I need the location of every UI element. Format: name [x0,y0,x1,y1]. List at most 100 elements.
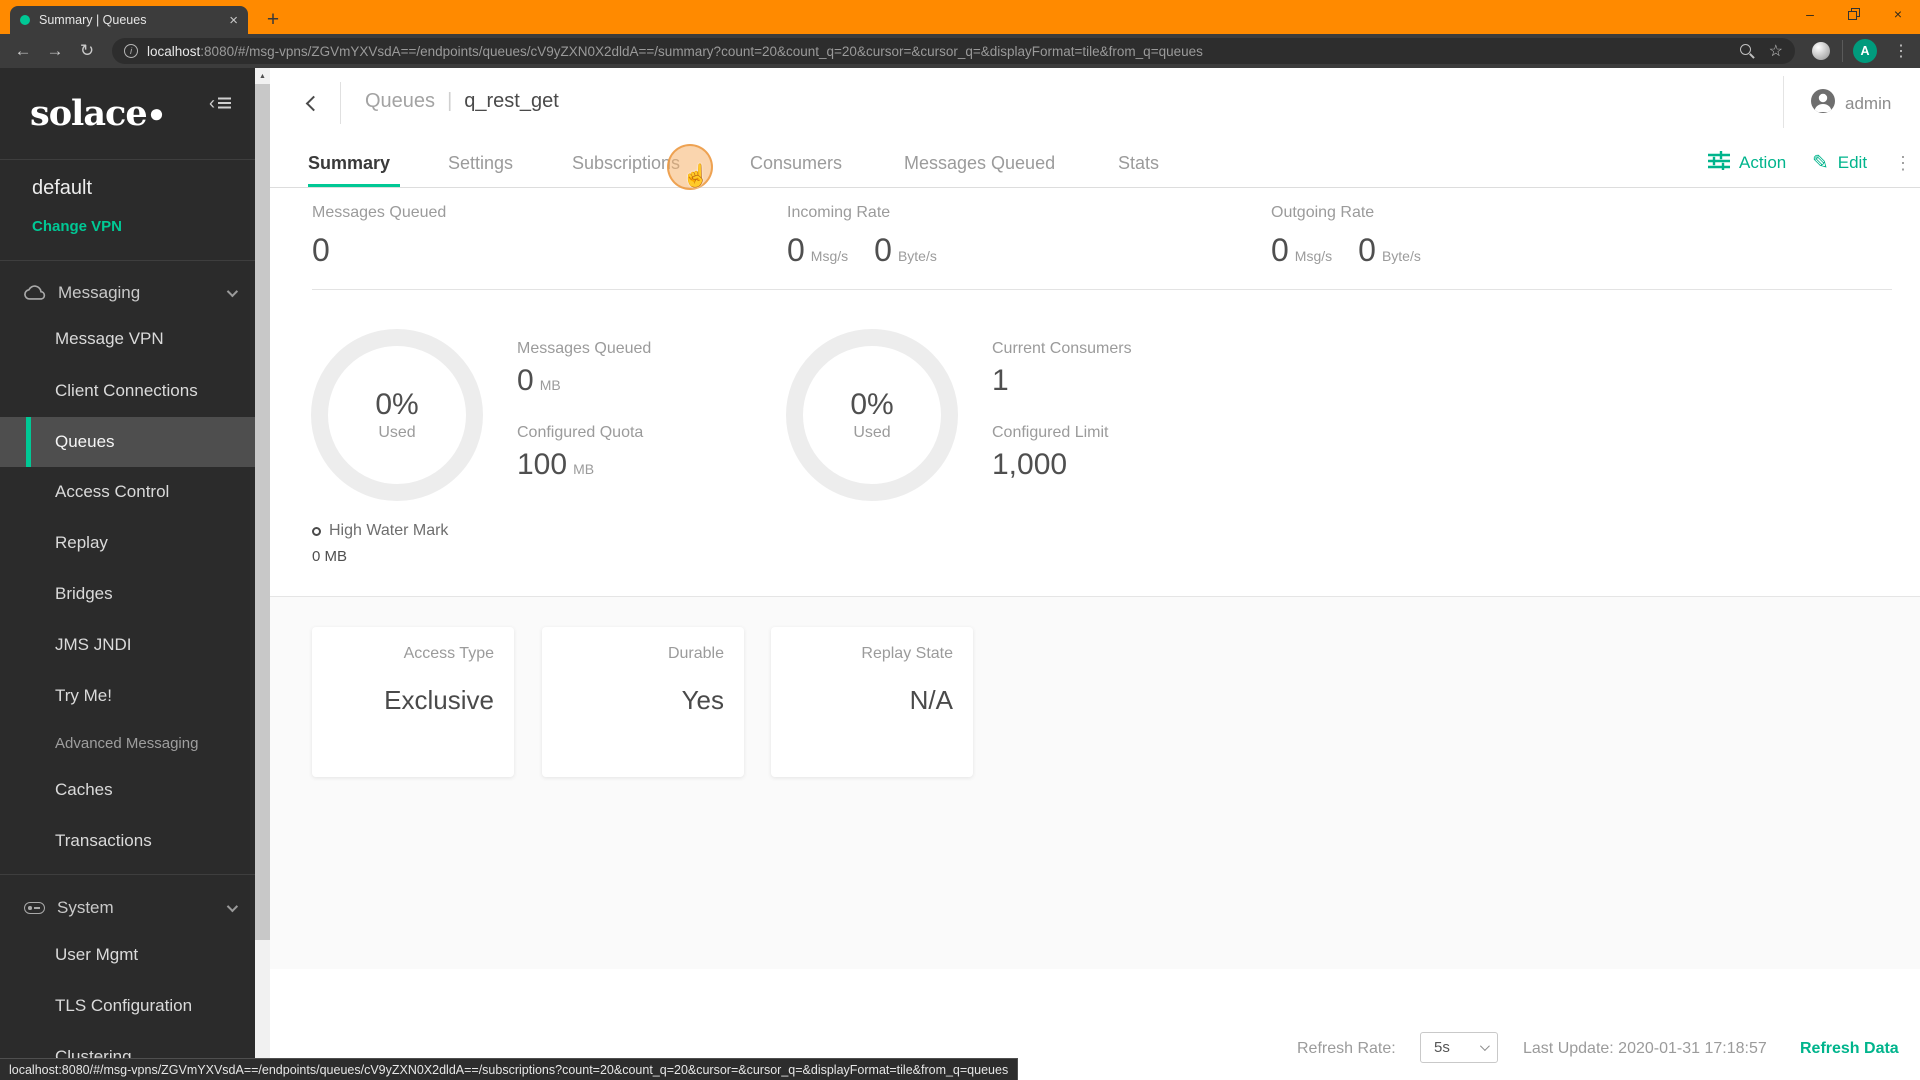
gauge-row-label: Configured Quota [517,424,644,441]
sidebar-section-messaging[interactable]: Messaging [0,268,255,318]
hand-cursor-icon: ☝ [682,163,710,188]
pencil-icon: ✎ [1812,152,1829,174]
card-value: Exclusive [384,685,494,715]
sidebar-item-jms-jndi[interactable]: JMS JNDI [55,635,132,654]
quota-gauge-ring: 0% Used [311,329,483,501]
status-bar-link-preview: localhost:8080/#/msg-vpns/ZGVmYXVsdA==/e… [0,1058,1019,1080]
card-value: Yes [681,685,724,715]
card-durable: Durable Yes [542,627,744,777]
back-button[interactable] [300,90,326,116]
sidebar-item-user-mgmt[interactable]: User Mgmt [55,945,139,964]
sidebar-item-message-vpn[interactable]: Message VPN [55,329,164,348]
scrollbar-up-arrow[interactable]: ▲ [259,72,266,80]
select-chevron-icon [1479,1041,1490,1052]
sidebar-section-label: Messaging [58,283,141,302]
tab-close-icon[interactable]: × [229,11,238,29]
refresh-data-link[interactable]: Refresh Data [1800,1040,1899,1057]
user-name: admin [1845,93,1892,113]
sidebar-item-try-me[interactable]: Try Me! [55,686,112,705]
gauge-row-unit: MB [573,461,595,477]
profile-avatar[interactable]: A [1853,39,1877,63]
user-icon [1810,88,1836,119]
chevron-down-icon [226,900,239,913]
tab-consumers[interactable]: Consumers [750,152,843,173]
toolbar-divider [1842,40,1843,62]
more-menu-icon[interactable]: ⋮ [1894,152,1912,173]
sidebar-scrollbar[interactable]: ▲ [255,68,270,1080]
breadcrumb-separator: | [447,90,453,112]
sidebar-item-tls-configuration[interactable]: TLS Configuration [55,996,193,1015]
change-vpn-link[interactable]: Change VPN [32,218,123,235]
action-button[interactable]: Action [1707,138,1787,188]
selected-indicator [26,417,31,467]
card-label: Durable [667,645,724,662]
gauge-percent: 0% [850,388,894,421]
back-nav-icon[interactable]: ← [14,41,32,60]
stat-outgoing-rate: Outgoing Rate 0 Msg/s 0 Byte/s [1271,204,1421,269]
stat-unit: Msg/s [810,248,849,264]
sidebar-item-queues[interactable]: Queues [0,417,255,467]
menu-lines-icon [218,102,231,104]
stat-label: Messages Queued [312,204,447,221]
refresh-rate-value: 5s [1434,1039,1450,1056]
stat-incoming-rate: Incoming Rate 0 Msg/s 0 Byte/s [787,204,937,269]
restore-button[interactable] [1832,0,1876,28]
site-info-icon[interactable]: i [124,44,138,58]
stat-unit: Byte/s [1381,248,1421,264]
gauge-row-value: 1,000 [992,448,1068,481]
minimize-button[interactable]: – [1806,6,1814,22]
sidebar-item-transactions[interactable]: Transactions [55,831,152,850]
sidebar-item-replay[interactable]: Replay [55,533,108,552]
high-water-mark: High Water Mark 0 MB [312,522,448,565]
tab-subscriptions[interactable]: Subscriptions [572,152,681,173]
gauge-percent: 0% [375,388,419,421]
breadcrumb-section[interactable]: Queues [365,90,436,112]
tab-summary[interactable]: Summary [308,152,391,173]
extension-orb-icon[interactable] [1812,42,1830,60]
tab-settings[interactable]: Settings [448,152,514,173]
stat-value: 0 [1271,232,1289,268]
sidebar-item-client-connections[interactable]: Client Connections [55,381,198,400]
sidebar-section-system[interactable]: System [0,883,255,933]
gauge-row-value: 1 [992,364,1009,397]
close-button[interactable]: × [1893,6,1903,22]
broker-icon [24,902,45,914]
sidebar-collapse-button[interactable]: ‹ [209,92,239,114]
solace-logo-dot: ● [148,98,165,128]
tab-stats[interactable]: Stats [1118,152,1160,173]
sidebar-item-access-control[interactable]: Access Control [55,482,170,501]
cards-section: Access Type Exclusive Durable Yes Replay… [270,596,1920,1037]
sidebar-item-caches[interactable]: Caches [55,780,113,799]
refresh-rate-select[interactable]: 5s [1420,1032,1498,1063]
sidebar-section-label: System [57,898,114,917]
browser-menu-icon[interactable]: ⋮ [1893,43,1909,60]
bookmark-star-icon[interactable]: ☆ [1768,43,1783,60]
stat-value: 0 [1358,232,1376,268]
reload-icon[interactable]: ↻ [79,41,95,60]
url-bar[interactable]: i localhost:8080/#/msg-vpns/ZGVmYXVsdA==… [112,38,1795,64]
edit-button[interactable]: ✎ Edit [1812,138,1867,188]
forward-nav-icon[interactable]: → [46,41,64,60]
card-access-type: Access Type Exclusive [312,627,514,777]
high-water-mark-value: 0 MB [312,548,348,565]
sidebar-item-advanced-messaging[interactable]: Advanced Messaging [55,734,199,752]
sliders-icon [1707,150,1731,175]
browser-tab[interactable]: Summary | Queues × [10,6,248,34]
scrollbar-thumb[interactable] [255,84,270,940]
browser-toolbar: ← → ↻ i localhost:8080/#/msg-vpns/ZGVmYX… [0,34,1920,68]
breadcrumb: Queues | q_rest_get [365,90,559,113]
refresh-rate-label: Refresh Rate: [1297,1040,1396,1057]
stat-messages-queued: Messages Queued 0 [312,204,446,269]
sidebar-divider [0,874,255,875]
consumers-gauge-details: Current Consumers 1 Configured Limit 1,0… [992,340,1132,508]
new-tab-button[interactable]: + [266,8,280,31]
browser-chrome: Summary | Queues × + – × ← → ↻ i localho… [0,0,1920,68]
tab-messages-queued[interactable]: Messages Queued [904,152,1056,173]
search-icon[interactable] [1739,43,1755,59]
sidebar-item-bridges[interactable]: Bridges [55,584,113,603]
user-chip[interactable]: admin [1810,88,1891,119]
action-label: Action [1739,153,1787,172]
stat-unit: Byte/s [897,248,937,264]
vpn-name: default [32,177,93,199]
